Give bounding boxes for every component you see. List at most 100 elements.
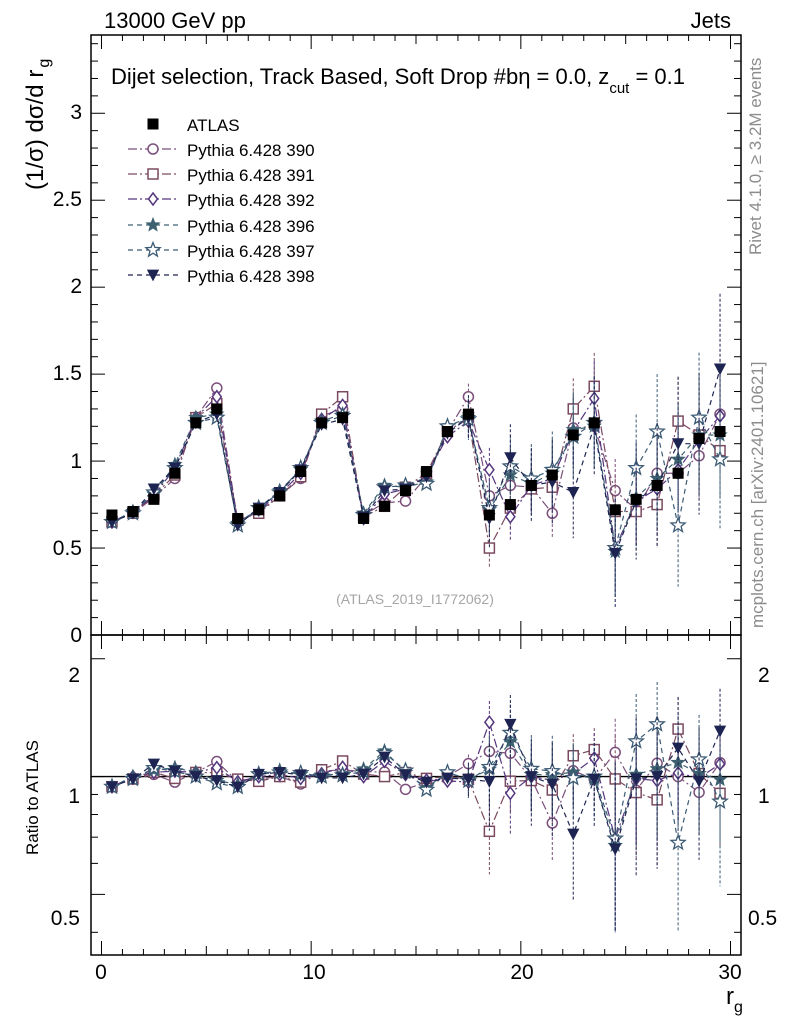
y-tick-label: 0: [70, 624, 82, 647]
chart-title-tail: = 0.1: [629, 64, 685, 89]
data-point: [627, 458, 646, 476]
y-tick-label: 1: [70, 450, 82, 473]
ratio-point: [189, 771, 202, 783]
atlas-data-point: [672, 467, 684, 479]
atlas-data-point: [714, 426, 726, 438]
header-right: Jets: [691, 8, 731, 33]
atlas-data-point: [651, 479, 663, 491]
ratio-axis-label: Ratio to ATLAS: [23, 740, 42, 855]
ratio-point: [273, 766, 286, 779]
ratio-point: [504, 747, 517, 760]
ratio-series-4: [103, 682, 729, 933]
legend-marker: [147, 168, 159, 180]
atlas-data-point: [693, 432, 705, 444]
legend-marker: [147, 143, 159, 155]
ratio-point: [231, 781, 244, 794]
ratio-point: [294, 769, 307, 782]
legend: ATLAS Pythia 6.428 390 Pythia 6.428 391 …: [128, 116, 315, 286]
atlas-data-point: [546, 469, 558, 481]
atlas-data-point: [169, 467, 181, 479]
atlas-data-point: [504, 499, 516, 511]
ratio-point: [336, 772, 349, 785]
ratio-point: [126, 773, 140, 786]
atlas-data-point: [420, 466, 432, 478]
atlas-data-point: [211, 403, 223, 415]
ratio-point: [627, 731, 646, 749]
ratio-point: [441, 772, 454, 785]
ratio-point: [650, 771, 664, 783]
ratio-point: [504, 785, 516, 801]
legend-label-392: Pythia 6.428 392: [187, 191, 315, 210]
atlas-data-point: [127, 506, 139, 518]
ratio-point: [399, 783, 412, 796]
ratio-point: [147, 758, 161, 771]
x-tick-label: 10: [302, 961, 325, 984]
ratio-point: [671, 742, 685, 755]
ratio-series-line: [111, 723, 721, 843]
ratio-point: [713, 725, 727, 738]
ratio-point: [483, 714, 495, 730]
x-axis-label: rg: [726, 983, 743, 1016]
series-line: [111, 413, 721, 554]
ratio-tick-label-right: 0.5: [748, 907, 777, 930]
data-point: [399, 495, 412, 507]
data-point: [671, 438, 685, 451]
ratio-point: [692, 775, 706, 788]
series-line: [111, 368, 721, 556]
legend-marker: [146, 269, 160, 282]
series-5: [105, 293, 727, 608]
ratio-point: [588, 773, 601, 786]
atlas-data-point: [379, 500, 391, 512]
legend-label-396: Pythia 6.428 396: [187, 217, 315, 236]
data-point: [669, 516, 687, 533]
data-point: [504, 452, 517, 464]
atlas-data-point: [316, 417, 328, 429]
ratio-point: [525, 771, 538, 783]
y-tick-label: 2: [70, 275, 82, 298]
ratio-point: [378, 751, 391, 764]
ratio-point: [210, 775, 223, 787]
atlas-data-point: [148, 493, 160, 505]
data-point: [504, 509, 516, 524]
y-tick-labels: 0 0.5 1 1.5 2 2.5 3: [53, 101, 82, 647]
data-point: [211, 389, 223, 404]
y-axis-label: (1/σ) dσ/d r g: [22, 59, 53, 190]
ratio-tick-labels: 0.5 1 2 0.5 1 2: [51, 664, 777, 930]
atlas-data-point: [462, 408, 474, 420]
header-left: 13000 GeV pp: [104, 8, 246, 33]
chart-title-main: Dijet selection, Track Based, Soft Drop …: [111, 64, 609, 89]
ratio-point: [399, 769, 412, 781]
ratio-tick-label-right: 1: [758, 785, 770, 808]
series-3: [104, 372, 728, 597]
ratio-point: [483, 776, 496, 788]
ratio-tick-label-left: 0.5: [51, 907, 80, 930]
legend-label-390: Pythia 6.428 390: [187, 141, 315, 160]
ratio-point: [483, 825, 496, 838]
y-tick-label: 1.5: [53, 362, 82, 385]
ratio-point: [417, 780, 436, 798]
ratio-tick-label-left: 1: [68, 785, 80, 808]
legend-marker: [147, 191, 159, 207]
series-line: [111, 415, 721, 549]
ratio-point: [711, 792, 729, 810]
ratio-point: [105, 781, 119, 794]
data-point: [713, 363, 727, 376]
x-axis-label-sub: g: [734, 999, 743, 1016]
ratio-point: [609, 843, 622, 856]
x-tick-label: 20: [510, 961, 533, 984]
main-series-group: [103, 293, 729, 608]
ratio-series-5: [105, 688, 727, 933]
chart-title-sub: cut: [609, 80, 630, 97]
atlas-data-point: [337, 412, 349, 424]
data-point: [609, 547, 622, 560]
atlas-data-point: [106, 509, 118, 521]
legend-marker-atlas: [147, 118, 159, 130]
atlas-data-point: [483, 509, 495, 521]
ratio-point: [420, 776, 433, 789]
ratio-point: [168, 765, 182, 778]
atlas-data-point: [588, 417, 600, 429]
ratio-point: [378, 770, 391, 783]
ratio-point: [630, 773, 643, 786]
ratio-point: [567, 828, 580, 841]
atlas-data-point: [400, 485, 412, 497]
